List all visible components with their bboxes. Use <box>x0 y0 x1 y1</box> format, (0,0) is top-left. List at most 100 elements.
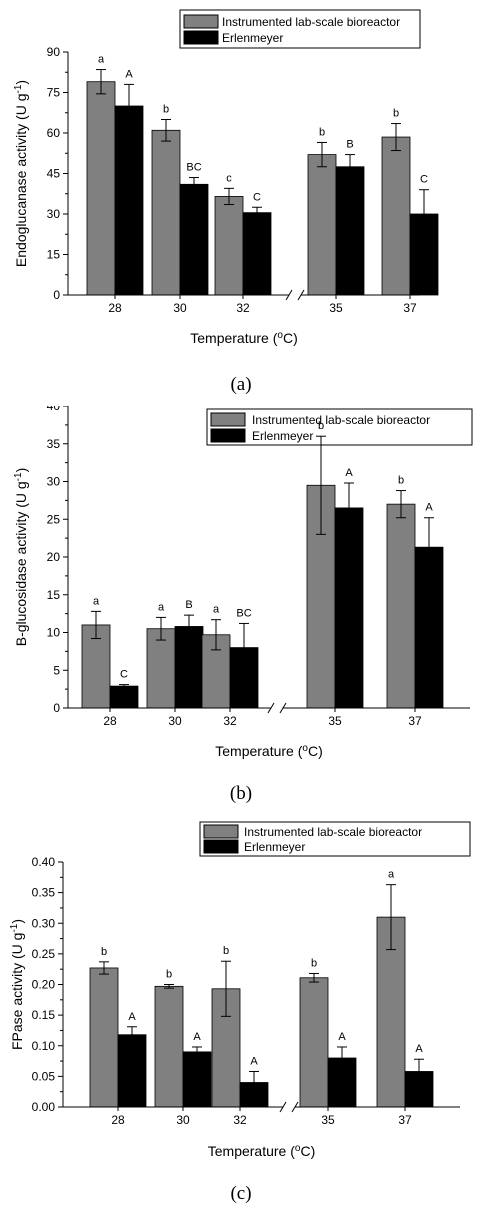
y-tick-label: 0.20 <box>32 978 56 992</box>
x-axis-title-c: Temperature (oC) <box>208 1143 316 1160</box>
panel-a: Instrumented lab-scale bioreactor Erlenm… <box>0 0 483 406</box>
x-tick-label: 30 <box>176 1113 190 1127</box>
x-tick-label: 35 <box>329 301 343 315</box>
legend-label-reactor: Instrumented lab-scale bioreactor <box>244 825 422 839</box>
bars-c: b Ab Ab Ab Aa A <box>89 869 434 1108</box>
significance-label: C <box>420 174 428 186</box>
bar-reactor <box>386 503 416 709</box>
x-tick-label: 30 <box>173 301 187 315</box>
panel-c: Instrumented lab-scale bioreactor Erlenm… <box>0 812 483 1218</box>
significance-label: BC <box>236 607 251 619</box>
legend-box <box>206 408 473 446</box>
bar-reactor <box>307 154 337 296</box>
x-tick-label: 37 <box>408 714 422 728</box>
significance-label: b <box>166 969 172 981</box>
axes-b <box>67 406 470 714</box>
significance-label: a <box>98 54 105 66</box>
yaxis-ticks-c: 0.00 0.05 0.10 0.15 0.20 0.25 0.30 0.35 0.40 <box>32 855 63 1114</box>
significance-label: a <box>388 869 395 881</box>
y-tick-label: 45 <box>47 167 61 181</box>
significance-label: a <box>213 604 220 616</box>
significance-label: BC <box>186 162 201 174</box>
y-tick-label: 30 <box>47 475 61 489</box>
xaxis-ticks-a: 28 30 32 35 37 <box>108 295 417 315</box>
significance-label: b <box>311 957 317 969</box>
legend-label-reactor: Instrumented lab-scale bioreactor <box>252 413 430 427</box>
significance-label: b <box>318 420 324 432</box>
legend-box <box>179 9 421 49</box>
x-tick-label: 35 <box>321 1113 335 1127</box>
axes-c <box>62 862 460 1113</box>
legend-swatch-reactor <box>210 412 246 427</box>
bar-reactor <box>146 628 176 709</box>
y-tick-label: 30 <box>47 207 61 221</box>
bar-reactor <box>154 985 184 1108</box>
y-tick-label: 0.40 <box>32 855 56 869</box>
significance-label: a <box>158 601 165 613</box>
y-tick-label: 0.00 <box>32 1100 56 1114</box>
y-tick-label: 0.10 <box>32 1039 56 1053</box>
axis-break-mark <box>267 702 275 714</box>
axes-a <box>67 52 420 301</box>
y-tick-label: 60 <box>47 126 61 140</box>
x-axis-title-a: Temperature (oC) <box>190 330 298 347</box>
significance-label: C <box>253 191 261 203</box>
y-axis-title-b: B-glucosidase activity (U g-1) <box>13 468 30 647</box>
significance-label: A <box>415 1043 423 1055</box>
x-tick-label: 28 <box>103 714 117 728</box>
bar-flask <box>335 166 365 296</box>
x-tick-label: 32 <box>233 1113 247 1127</box>
legend-label-flask: Erlenmeyer <box>252 429 313 443</box>
x-tick-label: 37 <box>403 301 417 315</box>
y-axis-title-c: FPase activity (U g-1) <box>9 919 26 1050</box>
legend-label-flask: Erlenmeyer <box>222 31 283 45</box>
significance-label: A <box>250 1055 258 1067</box>
axis-break-mark <box>279 1101 287 1113</box>
bar-flask <box>114 105 144 296</box>
bar-reactor <box>89 967 119 1108</box>
significance-label: A <box>193 1031 201 1043</box>
y-tick-label: 20 <box>47 550 61 564</box>
axis-break-gap <box>289 291 301 299</box>
legend-label-flask: Erlenmeyer <box>244 840 305 854</box>
legend-label-reactor: Instrumented lab-scale bioreactor <box>222 15 400 29</box>
axis-break-mark <box>291 1101 299 1113</box>
bar-reactor <box>86 81 116 296</box>
bar-flask <box>179 183 209 296</box>
bar-flask <box>174 626 204 709</box>
significance-label: b <box>101 946 107 958</box>
x-tick-label: 37 <box>398 1113 412 1127</box>
x-axis-title-b: Temperature (oC) <box>215 743 323 760</box>
chart-a-svg: Instrumented lab-scale bioreactor Erlenm… <box>13 9 439 395</box>
legend-swatch-reactor <box>203 824 239 839</box>
bar-reactor <box>299 977 329 1108</box>
significance-label: A <box>338 1031 346 1043</box>
y-tick-label: 10 <box>47 626 61 640</box>
x-tick-label: 30 <box>168 714 182 728</box>
panel-b: Instrumented lab-scale bioreactor Erlenm… <box>0 406 483 812</box>
significance-label: A <box>345 467 353 479</box>
y-tick-label: 35 <box>47 437 61 451</box>
x-tick-label: 32 <box>236 301 250 315</box>
chart-b-svg: Instrumented lab-scale bioreactor Erlenm… <box>13 406 473 804</box>
y-tick-label: 15 <box>47 248 61 262</box>
x-tick-label: 28 <box>108 301 122 315</box>
legend-swatch-flask <box>210 428 246 443</box>
legend-box <box>199 821 471 857</box>
legend-c: Instrumented lab-scale bioreactor Erlenm… <box>199 821 471 857</box>
significance-label: C <box>120 669 128 681</box>
significance-label: b <box>223 945 229 957</box>
y-tick-label: 0.25 <box>32 947 56 961</box>
significance-label: b <box>393 108 399 120</box>
xaxis-ticks-c: 28 30 32 35 37 <box>111 1107 412 1127</box>
bar-flask <box>182 1051 212 1108</box>
significance-label: c <box>226 172 232 184</box>
legend-a: Instrumented lab-scale bioreactor Erlenm… <box>179 9 421 49</box>
xaxis-ticks-b: 28 30 32 35 37 <box>103 708 422 728</box>
axis-break-mark <box>279 702 287 714</box>
significance-label: B <box>185 599 192 611</box>
axis-break-gap <box>271 704 283 712</box>
y-tick-label: 0.35 <box>32 886 56 900</box>
y-tick-label: 75 <box>47 86 61 100</box>
